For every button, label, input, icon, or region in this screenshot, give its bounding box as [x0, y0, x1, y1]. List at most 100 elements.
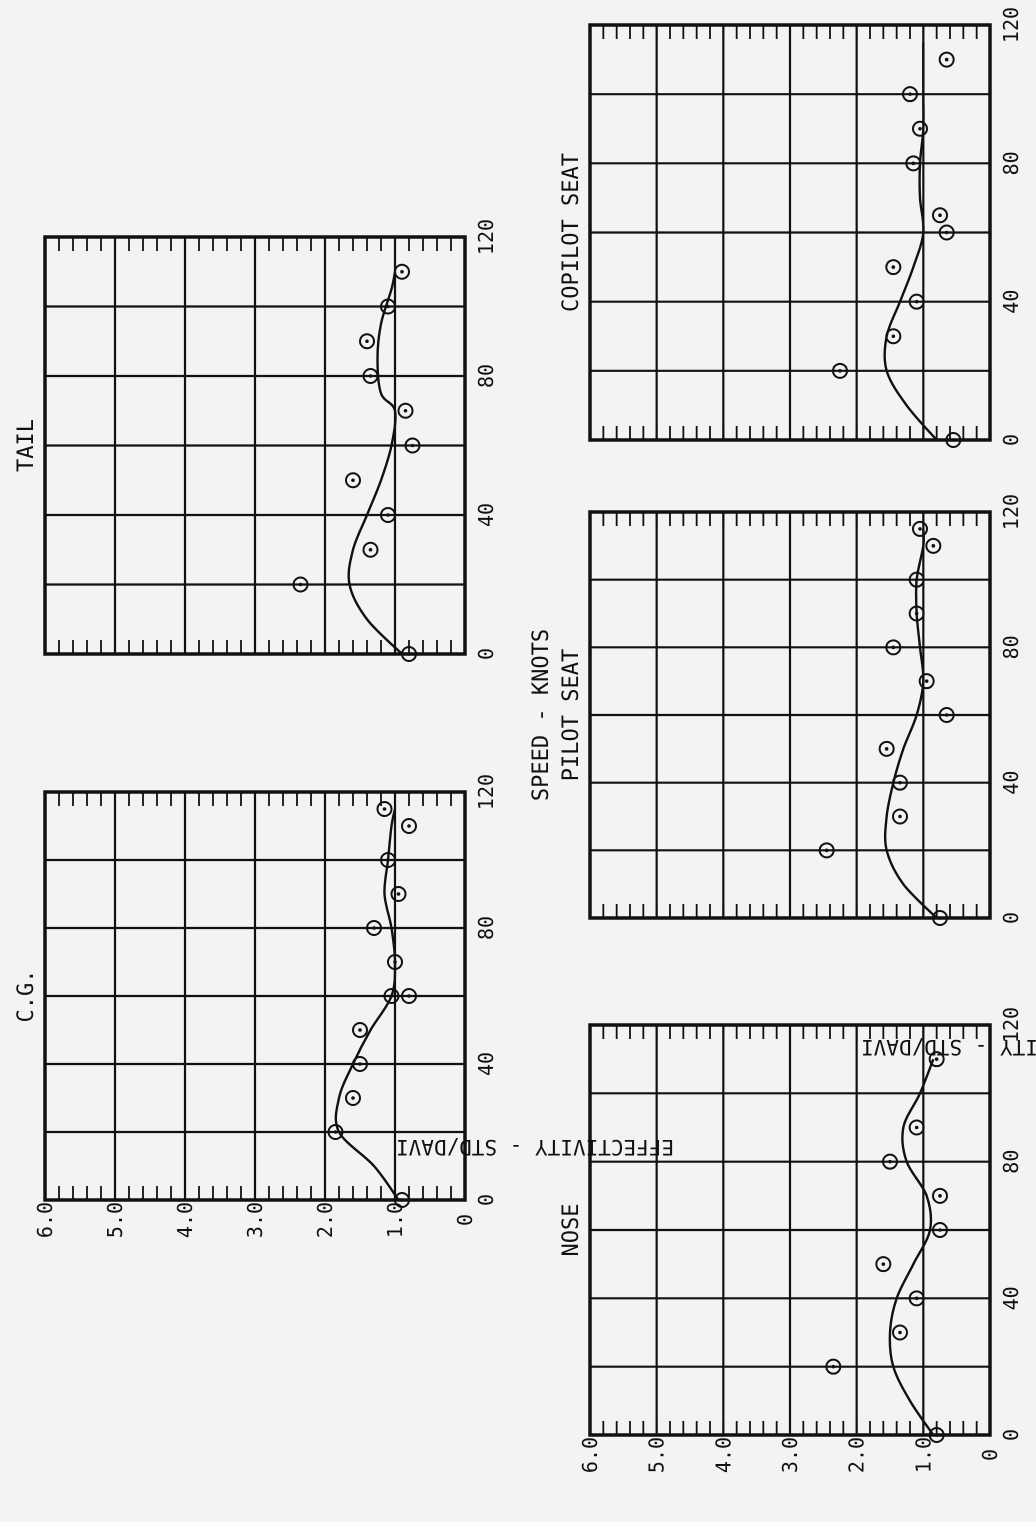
data-point-center — [898, 780, 902, 785]
data-point-center — [934, 1057, 939, 1061]
y-tick-label: 6.0 — [33, 1202, 57, 1238]
y-tick-label: 1.0 — [911, 1437, 935, 1473]
data-point-center — [944, 713, 949, 717]
data-point — [932, 910, 948, 926]
y-tick-label: 4.0 — [173, 1202, 197, 1238]
panel-copilot-seat: COPILOT SEAT 0 40 80 120 — [559, 7, 1023, 448]
fit-curve — [347, 271, 403, 655]
data-point-center — [898, 1330, 902, 1335]
y-tick-label: 5.0 — [103, 1202, 127, 1238]
data-point-center — [403, 408, 408, 413]
data-point — [380, 852, 396, 868]
x-tick-label: 80 — [999, 1150, 1023, 1174]
data-point — [376, 801, 393, 817]
x-tick-label: 120 — [474, 219, 498, 255]
data-point — [825, 1358, 842, 1375]
shared-xlabel: SPEED - KNOTS — [529, 629, 554, 801]
data-point-center — [944, 230, 949, 235]
panel-nose: NOSE 0 40 80 120 0 1.0 2.0 3.0 4.0 5.0 6.0 — [559, 1007, 1023, 1473]
data-point-center — [333, 1130, 338, 1134]
data-point — [397, 402, 414, 419]
data-point — [908, 605, 925, 622]
data-point-center — [396, 892, 401, 896]
y-tick-label: 2.0 — [845, 1437, 869, 1473]
data-point — [362, 368, 379, 384]
data-point — [359, 333, 375, 350]
y-tick-label: 0 — [453, 1214, 477, 1226]
data-point — [832, 362, 848, 379]
data-point-center — [838, 369, 842, 373]
data-point-center — [351, 478, 355, 483]
ylabel-bottom: EFFECTIVITY - STD/DAVI — [861, 1035, 1036, 1059]
panel-tail: TAIL 0 40 80 120 — [14, 219, 498, 662]
y-tick-label: 4.0 — [711, 1437, 735, 1473]
y-tick-label: 2.0 — [313, 1202, 337, 1238]
data-point — [908, 1290, 925, 1307]
data-point — [875, 1256, 892, 1273]
data-point — [383, 988, 400, 1004]
data-point-center — [400, 1198, 404, 1202]
data-point — [905, 155, 922, 172]
x-tick-label: 40 — [474, 503, 498, 527]
data-point — [380, 507, 396, 523]
fit-curve — [888, 1058, 935, 1436]
data-point — [387, 954, 403, 970]
data-point — [401, 646, 417, 662]
data-point-center — [400, 269, 404, 274]
data-point — [885, 259, 902, 276]
data-point-center — [914, 611, 919, 616]
data-point — [878, 740, 895, 757]
data-point-center — [938, 916, 942, 920]
panel-frame — [588, 23, 992, 442]
data-point-center — [358, 1028, 362, 1032]
data-point — [932, 1187, 948, 1204]
data-point-center — [393, 960, 397, 964]
x-tick-label: 0 — [999, 434, 1023, 446]
data-point-center — [351, 1096, 355, 1100]
data-point-center — [914, 1296, 919, 1301]
data-point-center — [914, 299, 919, 304]
data-point-center — [938, 1228, 942, 1232]
data-point — [908, 1119, 925, 1136]
data-point-center — [386, 513, 390, 517]
panel-frame — [588, 510, 992, 920]
data-point-center — [918, 527, 922, 531]
data-point — [882, 1153, 898, 1170]
x-tick-label: 0 — [999, 1429, 1023, 1441]
data-point — [908, 293, 925, 310]
data-point — [932, 1222, 948, 1238]
data-point-center — [407, 994, 411, 998]
data-point-center — [938, 213, 942, 218]
panel-frame — [43, 790, 467, 1202]
data-point-center — [410, 443, 415, 448]
data-point — [885, 639, 902, 656]
data-point-center — [898, 814, 902, 819]
data-point — [401, 988, 417, 1004]
data-point-center — [386, 858, 390, 862]
fit-curve — [883, 528, 938, 919]
data-point-center — [931, 544, 936, 548]
data-point-center — [382, 807, 387, 811]
data-point — [928, 1427, 945, 1443]
panel-frame — [43, 235, 467, 656]
data-point-center — [884, 747, 889, 751]
fit-curve — [883, 42, 938, 441]
data-point — [345, 1090, 361, 1106]
x-tick-label: 40 — [999, 290, 1023, 314]
data-point-center — [372, 926, 376, 930]
data-point — [938, 51, 955, 68]
data-point-center — [944, 57, 949, 62]
data-point — [925, 537, 942, 554]
data-point — [362, 541, 379, 558]
data-point-center — [407, 652, 411, 656]
x-tick-label: 80 — [999, 151, 1023, 175]
panel-title: C.G. — [14, 970, 39, 1023]
data-point-center — [951, 438, 956, 442]
data-point-center — [368, 374, 373, 378]
x-tick-label: 0 — [999, 912, 1023, 924]
data-point — [938, 707, 955, 723]
panel-title: TAIL — [14, 419, 39, 472]
data-point-center — [891, 265, 896, 269]
data-point-center — [389, 994, 394, 998]
data-point-center — [891, 645, 896, 650]
